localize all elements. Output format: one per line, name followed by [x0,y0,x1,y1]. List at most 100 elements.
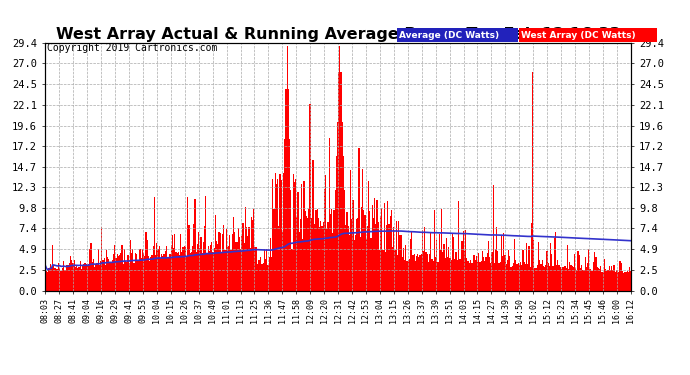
Bar [529,246,530,291]
Bar [279,174,281,291]
Bar [297,192,299,291]
Bar [115,258,117,291]
Bar [506,264,507,291]
Bar [470,260,471,291]
Bar [87,266,88,291]
Bar [413,255,415,291]
Bar [527,264,529,291]
Bar [533,240,534,291]
Bar [48,268,50,291]
Bar [288,88,289,291]
Bar [609,266,610,291]
Bar [486,253,488,291]
Bar [84,263,86,291]
Bar [571,266,573,291]
Bar [63,261,64,291]
Bar [397,255,398,291]
Bar [50,264,51,291]
Bar [75,267,76,291]
Bar [448,248,449,291]
Bar [433,261,434,291]
Bar [241,236,242,291]
Bar [574,254,575,291]
Bar [532,72,533,291]
Bar [318,218,319,291]
Bar [74,260,75,291]
Bar [424,227,426,291]
Bar [592,271,593,291]
Bar [182,247,184,291]
Bar [429,254,431,291]
Bar [518,263,519,291]
Bar [320,221,322,291]
Bar [449,258,451,291]
Bar [546,251,548,291]
Bar [519,265,520,291]
Bar [271,256,273,291]
Bar [217,244,219,291]
Bar [399,235,400,291]
Bar [339,46,340,291]
Bar [417,254,418,291]
Text: Average (DC Watts): Average (DC Watts) [399,32,499,40]
Bar [589,269,591,291]
Bar [446,238,447,291]
Bar [367,226,368,291]
Bar [400,235,402,291]
Bar [342,122,343,291]
Bar [501,236,502,291]
Bar [426,254,428,291]
Bar [586,267,587,291]
Bar [493,184,494,291]
Bar [544,267,545,291]
Bar [507,260,508,291]
Bar [436,240,437,291]
Bar [282,232,283,291]
Bar [293,174,294,291]
Bar [335,190,336,291]
Bar [403,248,404,291]
Bar [580,268,581,291]
Bar [538,242,539,291]
Bar [624,272,625,291]
Bar [188,225,190,291]
Bar [386,225,387,291]
Bar [51,269,52,291]
Bar [423,251,424,291]
Bar [364,214,366,291]
Bar [488,241,489,291]
Bar [469,263,470,291]
Bar [610,270,611,291]
Bar [344,190,345,291]
Bar [252,220,253,291]
Bar [118,256,119,291]
Bar [480,261,482,291]
Bar [439,234,440,291]
Bar [548,262,549,291]
Bar [475,256,477,291]
Bar [223,225,224,291]
Bar [563,267,564,291]
Bar [234,232,235,291]
Bar [556,265,557,291]
Bar [193,224,195,291]
Bar [405,245,406,291]
Bar [578,251,579,291]
Bar [135,253,136,291]
Bar [366,239,367,291]
Bar [310,217,312,291]
Bar [117,254,118,291]
Bar [86,264,87,291]
Bar [575,268,576,291]
Bar [543,267,544,291]
Bar [203,242,204,291]
Bar [226,229,227,291]
Bar [599,269,600,291]
Bar [97,249,99,291]
Bar [453,237,454,291]
Bar [422,230,423,291]
Bar [294,182,295,291]
Bar [143,253,144,291]
Bar [58,262,59,291]
Bar [322,222,324,291]
